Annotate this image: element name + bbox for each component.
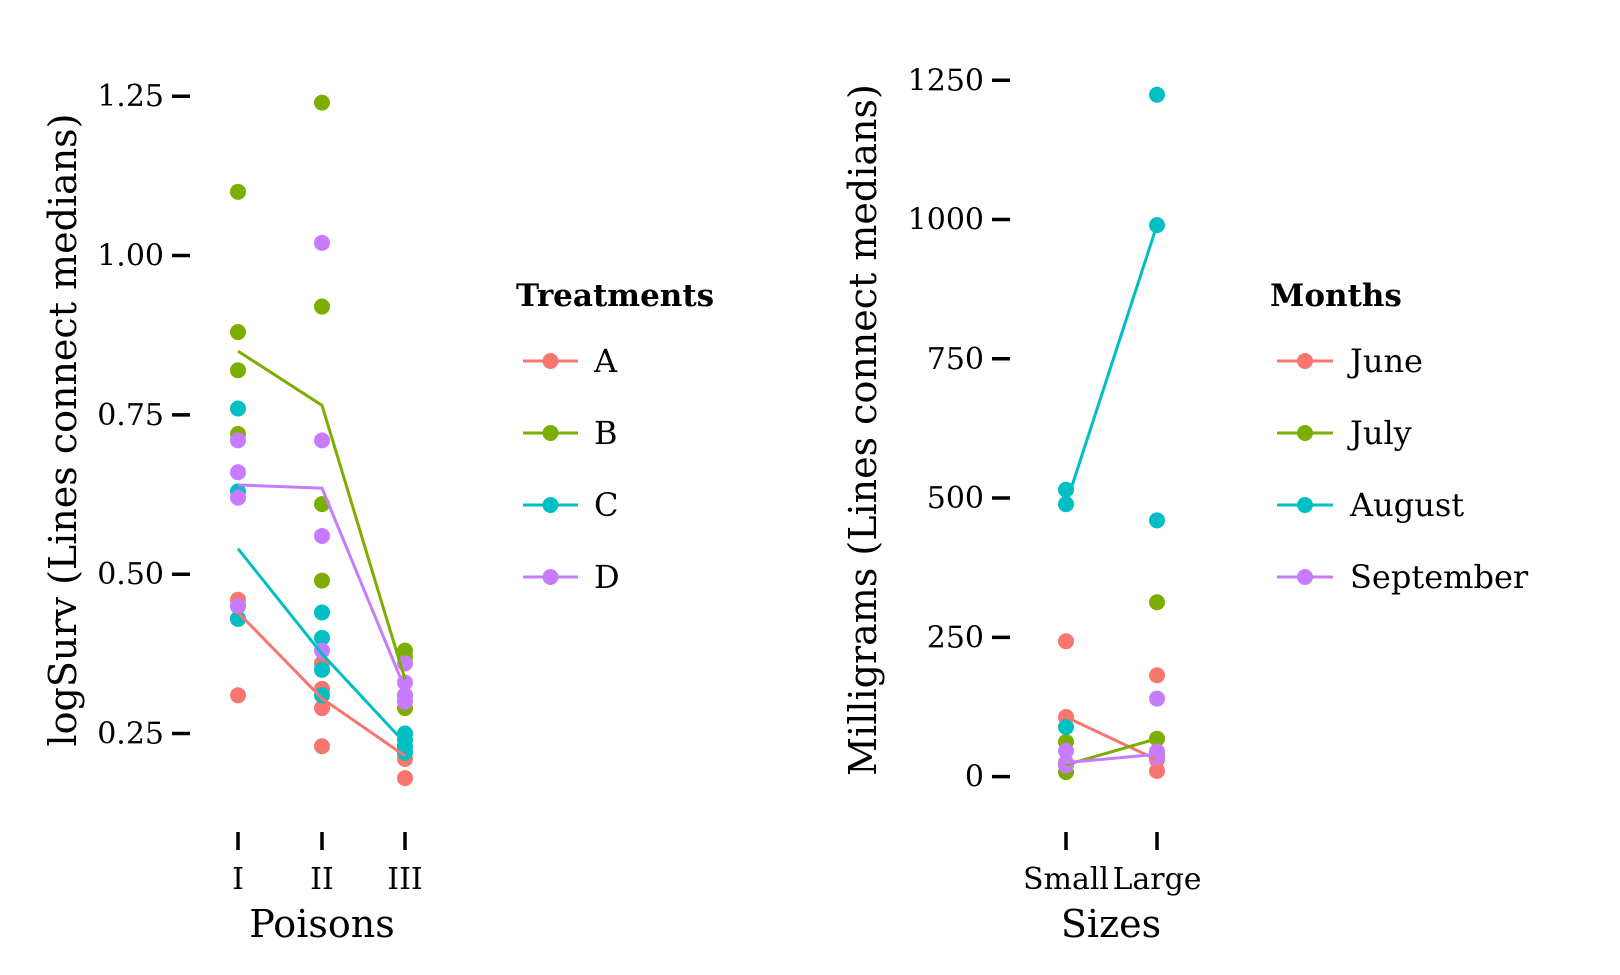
x-tick-label: Small bbox=[1023, 862, 1109, 897]
panel-2: 0 250 500 750 1000 1250 Small Large Sizes Milligr… bbox=[841, 63, 1529, 946]
legend-key-point bbox=[1297, 497, 1313, 513]
data-point-august bbox=[1149, 512, 1165, 529]
data-point-a bbox=[314, 738, 330, 755]
data-point-d bbox=[397, 687, 413, 704]
data-point-c bbox=[314, 687, 330, 704]
data-point-b bbox=[230, 362, 246, 379]
data-point-c bbox=[314, 661, 330, 678]
data-point-b bbox=[230, 183, 246, 200]
x-tick-label: II bbox=[310, 862, 334, 897]
y-tick-label: 250 bbox=[927, 620, 984, 655]
y-axis-title: Milligrams (Lines connect medians) bbox=[841, 84, 885, 776]
data-point-d bbox=[314, 432, 330, 449]
data-point-august bbox=[1058, 719, 1074, 736]
data-point-july bbox=[1149, 594, 1165, 611]
y-tick-label: 500 bbox=[927, 481, 984, 516]
median-line-b bbox=[237, 349, 407, 680]
data-point-b bbox=[314, 572, 330, 589]
data-point-september bbox=[1149, 749, 1165, 766]
panel-1: 0.250.500.751.001.25I II IIIPoisonslogSurv… bbox=[41, 79, 714, 946]
x-tick-label: I bbox=[232, 862, 244, 897]
data-point-d bbox=[230, 464, 246, 481]
data-point-august bbox=[1149, 86, 1165, 103]
y-tick-label: 1250 bbox=[908, 63, 984, 98]
median-line-september bbox=[1065, 752, 1158, 765]
legend-item: A bbox=[523, 342, 618, 380]
y-tick-label: 0.75 bbox=[97, 398, 164, 433]
data-point-c bbox=[397, 744, 413, 761]
legend-item: September bbox=[1277, 558, 1529, 596]
legend-key-point bbox=[542, 497, 559, 513]
y-tick-label: 0 bbox=[965, 760, 984, 795]
y-tick-label: 1.00 bbox=[97, 239, 164, 274]
median-line-june bbox=[1065, 715, 1158, 762]
data-point-september bbox=[1149, 690, 1165, 707]
legend-label: July bbox=[1347, 414, 1412, 452]
x-axis-title: Sizes bbox=[1061, 902, 1161, 946]
y-tick-label: 0.25 bbox=[97, 717, 164, 752]
data-point-september bbox=[1058, 742, 1074, 759]
legend-label: September bbox=[1350, 558, 1529, 596]
legend-item: July bbox=[1277, 414, 1412, 452]
legend: Months June July August September bbox=[1270, 278, 1529, 596]
data-point-june bbox=[1149, 763, 1165, 780]
y-axis-title: logSurv (Lines connect medians) bbox=[41, 113, 85, 746]
legend-item: C bbox=[523, 486, 618, 524]
data-point-c bbox=[230, 400, 246, 417]
legend-key-point bbox=[1297, 569, 1313, 585]
y-tick-label: 0.50 bbox=[97, 557, 164, 592]
data-point-c bbox=[314, 604, 330, 621]
median-line-c bbox=[236, 547, 407, 745]
median-line-august bbox=[1064, 224, 1159, 505]
legend-key-point bbox=[542, 569, 559, 585]
legend-key-point bbox=[542, 353, 559, 369]
legend-label: D bbox=[594, 558, 620, 596]
legend-title: Treatments bbox=[516, 278, 714, 314]
data-point-a bbox=[314, 700, 330, 717]
data-point-b bbox=[314, 298, 330, 315]
legend-label: A bbox=[593, 342, 618, 380]
legend-title: Months bbox=[1270, 278, 1402, 314]
y-tick-label: 1000 bbox=[908, 203, 984, 238]
data-point-d bbox=[230, 432, 246, 449]
legend-key-point bbox=[1297, 353, 1313, 369]
legend-item: August bbox=[1277, 486, 1464, 524]
legend-key-point bbox=[1297, 425, 1313, 441]
data-point-c bbox=[314, 629, 330, 646]
data-point-d bbox=[230, 489, 246, 506]
data-point-d bbox=[314, 234, 330, 251]
data-point-a bbox=[397, 770, 413, 787]
y-tick-label: 1.25 bbox=[97, 79, 164, 114]
x-axis-title: Poisons bbox=[249, 902, 394, 946]
y-tick-label: 750 bbox=[927, 342, 984, 377]
x-tick-label: Large bbox=[1112, 862, 1201, 897]
data-point-a bbox=[230, 687, 246, 704]
data-point-september bbox=[1058, 757, 1074, 774]
data-point-june bbox=[1149, 667, 1165, 684]
data-point-d bbox=[230, 598, 246, 615]
median-line-a bbox=[236, 611, 406, 758]
median-line-d bbox=[237, 483, 407, 690]
legend-label: C bbox=[594, 486, 618, 524]
legend-item: B bbox=[523, 414, 618, 452]
legend-label: August bbox=[1349, 486, 1464, 524]
data-point-b bbox=[314, 94, 330, 111]
x-tick-label: III bbox=[387, 862, 423, 897]
legend-label: B bbox=[594, 414, 618, 452]
legend-item: June bbox=[1277, 342, 1423, 380]
data-point-d bbox=[314, 527, 330, 544]
legend-item: D bbox=[523, 558, 620, 596]
data-point-c bbox=[397, 731, 413, 748]
data-point-b bbox=[230, 324, 246, 341]
legend-key-point bbox=[542, 425, 559, 441]
data-point-june bbox=[1058, 633, 1074, 650]
legend-label: June bbox=[1347, 342, 1423, 380]
